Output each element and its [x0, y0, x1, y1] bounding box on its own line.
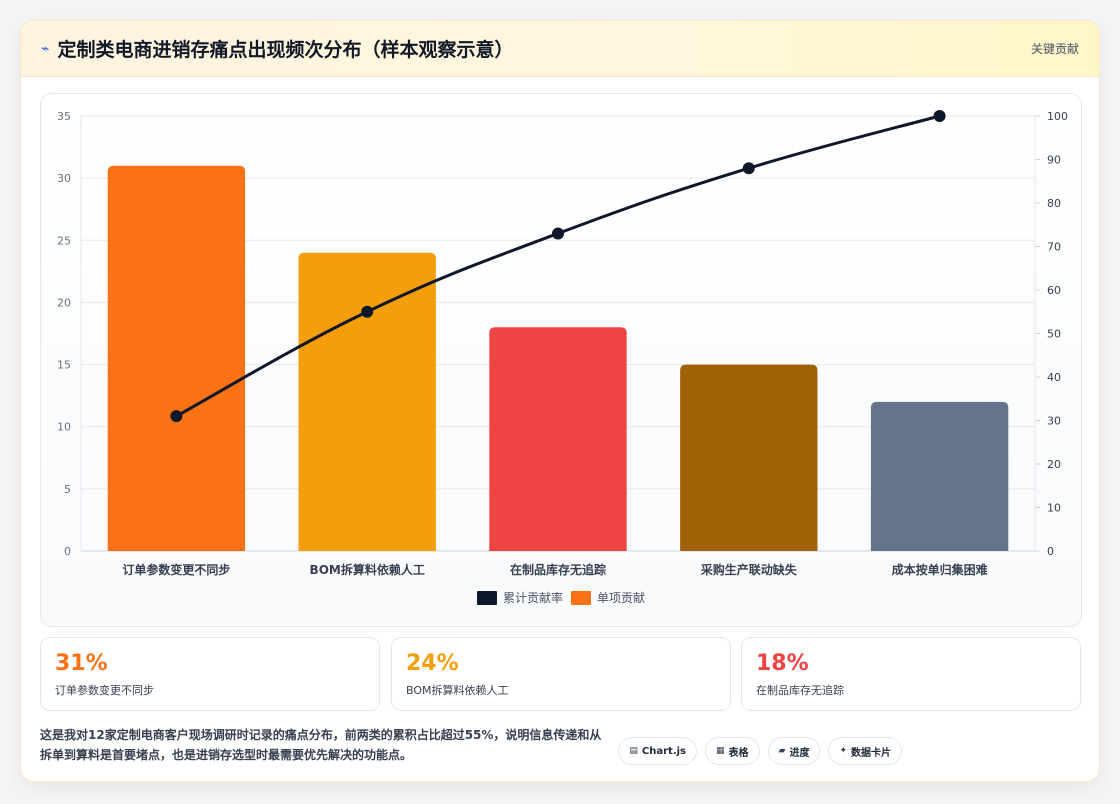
- stat-value: 24%: [406, 651, 459, 676]
- tag-label: 进度: [789, 747, 810, 759]
- stat-label: BOM拆算料依赖人工: [406, 684, 509, 697]
- table-icon: ▦: [716, 746, 725, 756]
- bar: [489, 327, 627, 551]
- chart-panel: 0 5 10 15 20 25 30 35 0 10 20 30 40 50 60 70 80 90 100 订单参数…: [40, 93, 1082, 627]
- y-tick-label: 5: [64, 483, 71, 496]
- y2-tick-label: 10: [1047, 502, 1061, 515]
- tag-data-card[interactable]: ✦ 数据卡片: [828, 737, 902, 765]
- y-tick-label: 35: [57, 110, 71, 123]
- stat-label: 在制品库存无追踪: [756, 684, 844, 697]
- page-title: 定制类电商进销存痛点出现频次分布（样本观察示意）: [57, 39, 514, 61]
- bar: [680, 364, 818, 551]
- footer: 这是我对12家定制电商客户现场调研时记录的痛点分布，前两类的累积占比超过55%，…: [40, 725, 1082, 769]
- tag-label: Chart.js: [641, 745, 687, 757]
- bar: [107, 165, 246, 551]
- tag-table[interactable]: ▦ 表格: [705, 737, 760, 765]
- stat-card-2: 24% BOM拆算料依赖人工: [391, 637, 731, 711]
- y2-tick-label: 40: [1047, 371, 1061, 384]
- tag-list: ▤ Chart.js ▦ 表格 ▰ 进度 ✦ 数据卡片: [618, 737, 902, 765]
- report-card: ⌁ 定制类电商进销存痛点出现频次分布（样本观察示意） 关键贡献 0 5 10 15 20…: [20, 20, 1100, 782]
- y2-tick-label: 100: [1047, 110, 1068, 123]
- footer-note: 这是我对12家定制电商客户现场调研时记录的痛点分布，前两类的累积占比超过55%，…: [40, 728, 602, 762]
- y2-tick-label: 30: [1047, 415, 1061, 428]
- x-tick-label: 采购生产联动缺失: [700, 562, 798, 577]
- tag-label: 数据卡片: [851, 747, 891, 759]
- card-header: ⌁ 定制类电商进销存痛点出现频次分布（样本观察示意） 关键贡献: [21, 21, 1099, 77]
- x-tick-label: 在制品库存无追踪: [510, 562, 606, 577]
- cumulative-point: [170, 410, 183, 423]
- legend-label-single: 单项贡献: [597, 590, 645, 605]
- stat-label: 订单参数变更不同步: [55, 684, 154, 697]
- chart-icon: ▤: [629, 746, 638, 756]
- progress-icon: ▰: [778, 746, 786, 756]
- x-tick-label: 订单参数变更不同步: [122, 562, 230, 577]
- x-tick-label: 成本按单归集困难: [892, 562, 988, 577]
- key-contribution-label: 关键贡献: [1030, 42, 1079, 56]
- stat-value: 18%: [756, 651, 809, 676]
- pareto-chart: 0 5 10 15 20 25 30 35 0 10 20 30 40 50 60 70 80 90 100 订单参数…: [57, 110, 1068, 605]
- y2-tick-label: 50: [1047, 328, 1061, 341]
- legend-swatch-single: [571, 591, 591, 605]
- stat-value: 31%: [55, 651, 108, 676]
- y2-tick-label: 60: [1047, 284, 1061, 297]
- tag-progress[interactable]: ▰ 进度: [767, 737, 821, 765]
- stat-card-1: 31% 订单参数变更不同步: [40, 637, 380, 711]
- y-tick-label: 0: [64, 545, 71, 558]
- tag-chartjs[interactable]: ▤ Chart.js: [618, 737, 698, 765]
- tag-label: 表格: [728, 747, 749, 759]
- cumulative-point: [742, 162, 755, 175]
- cumulative-point: [552, 227, 564, 240]
- y-tick-label: 10: [57, 421, 71, 434]
- y-tick-label: 30: [57, 172, 71, 185]
- y-tick-label: 15: [57, 359, 71, 372]
- y-tick-label: 25: [57, 234, 71, 247]
- cumulative-point: [361, 305, 374, 318]
- lightning-icon: ⌁: [41, 40, 50, 57]
- y2-tick-label: 80: [1047, 197, 1061, 210]
- x-tick-label: BOM拆算料依赖人工: [310, 562, 425, 577]
- y-tick-label: 20: [57, 296, 71, 309]
- bar: [870, 401, 1009, 551]
- y2-tick-label: 90: [1047, 154, 1061, 167]
- y2-tick-label: 70: [1047, 241, 1061, 254]
- cumulative-point: [933, 110, 946, 122]
- legend-swatch-cumulative: [477, 591, 497, 605]
- title-wrap: ⌁ 定制类电商进销存痛点出现频次分布（样本观察示意）: [41, 35, 513, 62]
- y2-tick-label: 20: [1047, 458, 1061, 471]
- y2-tick-label: 0: [1047, 545, 1054, 558]
- stat-card-3: 18% 在制品库存无追踪: [741, 637, 1081, 711]
- bar: [298, 252, 436, 551]
- stat-cards: 31% 订单参数变更不同步 24% BOM拆算料依赖人工 18% 在制品库存无追…: [40, 637, 1082, 711]
- sparkle-icon: ✦: [839, 746, 847, 756]
- legend-label-cumulative: 累计贡献率: [503, 590, 563, 605]
